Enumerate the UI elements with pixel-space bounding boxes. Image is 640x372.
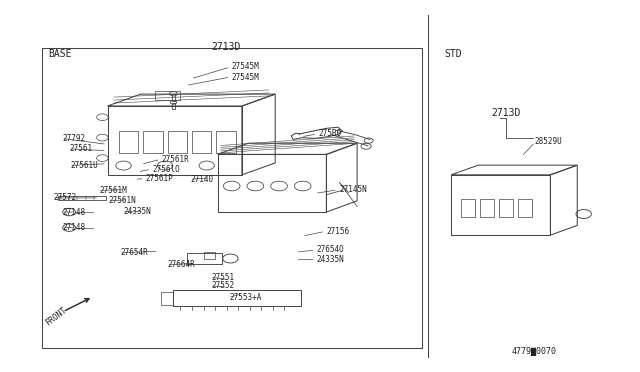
Text: 27553+A: 27553+A — [229, 293, 262, 302]
Text: 27561: 27561 — [69, 144, 92, 153]
Text: 27654O: 27654O — [317, 246, 344, 254]
Text: 27561P: 27561P — [146, 174, 173, 183]
Text: 27552: 27552 — [211, 281, 234, 290]
Text: 24335N: 24335N — [317, 255, 344, 264]
Bar — [172, 94, 175, 101]
Bar — [172, 103, 175, 109]
Bar — [155, 91, 180, 100]
Bar — [168, 131, 187, 153]
Bar — [216, 131, 236, 153]
Text: 27545M: 27545M — [232, 62, 259, 71]
Bar — [499, 199, 513, 217]
Bar — [173, 290, 301, 306]
Text: 27664R: 27664R — [168, 260, 195, 269]
Text: FRONT: FRONT — [44, 306, 68, 328]
Text: 28529U: 28529U — [534, 137, 562, 146]
Text: 27551: 27551 — [211, 273, 234, 282]
Text: 27561N: 27561N — [109, 196, 136, 205]
Bar — [192, 131, 211, 153]
Bar — [143, 131, 163, 153]
Text: 27654R: 27654R — [120, 248, 148, 257]
Text: 27561M: 27561M — [99, 186, 127, 195]
Text: 27156: 27156 — [326, 227, 349, 236]
Bar — [204, 252, 215, 259]
Text: BASE: BASE — [48, 49, 72, 59]
Text: 27561R: 27561R — [162, 155, 189, 164]
Bar — [480, 199, 494, 217]
Bar — [58, 196, 106, 200]
Bar — [119, 131, 138, 153]
Text: 27145N: 27145N — [339, 185, 367, 194]
Bar — [42, 48, 422, 348]
Bar — [518, 199, 532, 217]
Bar — [161, 292, 173, 305]
Text: 275B0: 275B0 — [319, 129, 342, 138]
Text: 27545M: 27545M — [232, 73, 259, 81]
Text: 27792: 27792 — [63, 134, 86, 143]
Text: 2713D: 2713D — [492, 109, 521, 118]
Text: 27148: 27148 — [63, 223, 86, 232]
Text: 2756lO: 2756lO — [152, 165, 180, 174]
Text: 27148: 27148 — [63, 208, 86, 217]
Text: 27572: 27572 — [53, 193, 76, 202]
Text: 27140: 27140 — [191, 175, 214, 184]
Text: STD: STD — [445, 49, 463, 59]
Text: 4779▇0070: 4779▇0070 — [512, 347, 557, 356]
Text: 2713D: 2713D — [211, 42, 241, 51]
Bar — [187, 253, 222, 264]
Bar — [461, 199, 475, 217]
Text: 27561U: 27561U — [70, 161, 98, 170]
Text: 24335N: 24335N — [124, 207, 151, 216]
